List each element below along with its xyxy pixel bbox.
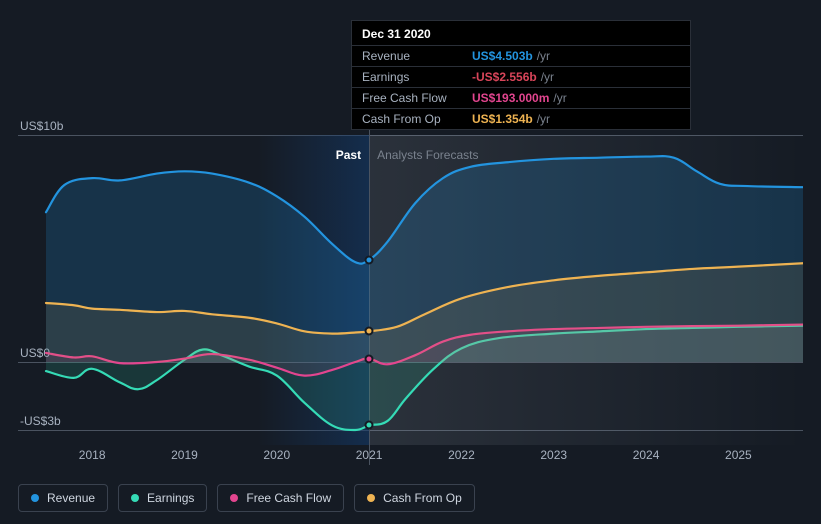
legend-item-free-cash-flow[interactable]: Free Cash Flow: [217, 484, 344, 512]
tooltip-row: Earnings-US$2.556b/yr: [352, 66, 690, 87]
hover-marker-earnings: [365, 421, 374, 430]
legend-dot-icon: [31, 494, 39, 502]
legend-dot-icon: [230, 494, 238, 502]
x-axis-label: 2023: [540, 448, 567, 462]
x-axis-label: 2019: [171, 448, 198, 462]
x-axis-label: 2024: [633, 448, 660, 462]
tooltip-row-label: Free Cash Flow: [362, 91, 472, 105]
tooltip-row-value: US$4.503b: [472, 49, 533, 63]
tooltip-row-unit: /yr: [537, 112, 550, 126]
financials-chart: US$10bUS$0-US$3b Past Analysts Forecasts…: [18, 0, 803, 470]
tooltip-row-unit: /yr: [541, 70, 554, 84]
hover-tooltip: Dec 31 2020 RevenueUS$4.503b/yrEarnings-…: [351, 20, 691, 130]
tooltip-row-value: US$193.000m: [472, 91, 549, 105]
tooltip-row: Cash From OpUS$1.354b/yr: [352, 108, 690, 129]
tooltip-row-value: US$1.354b: [472, 112, 533, 126]
legend-dot-icon: [131, 494, 139, 502]
tooltip-row-label: Cash From Op: [362, 112, 472, 126]
legend-item-earnings[interactable]: Earnings: [118, 484, 207, 512]
legend-item-revenue[interactable]: Revenue: [18, 484, 108, 512]
legend-item-label: Cash From Op: [383, 491, 462, 505]
hover-marker-cash-from-op: [365, 327, 374, 336]
hover-marker-revenue: [365, 255, 374, 264]
legend-item-label: Revenue: [47, 491, 95, 505]
x-axis: 2018 2019 2020 2021 2022 2023 2024 2025: [18, 448, 803, 466]
tooltip-row: RevenueUS$4.503b/yr: [352, 45, 690, 66]
legend-item-label: Free Cash Flow: [246, 491, 331, 505]
tooltip-row-unit: /yr: [553, 91, 566, 105]
hover-marker-free-cash-flow: [365, 354, 374, 363]
legend-dot-icon: [367, 494, 375, 502]
legend-item-label: Earnings: [147, 491, 194, 505]
x-axis-label: 2018: [79, 448, 106, 462]
tooltip-row-label: Revenue: [362, 49, 472, 63]
chart-legend: Revenue Earnings Free Cash Flow Cash From O…: [18, 484, 475, 512]
x-axis-label: 2020: [263, 448, 290, 462]
x-axis-label: 2021: [356, 448, 383, 462]
tooltip-row-label: Earnings: [362, 70, 472, 84]
tooltip-row: Free Cash FlowUS$193.000m/yr: [352, 87, 690, 108]
x-axis-label: 2025: [725, 448, 752, 462]
x-axis-label: 2022: [448, 448, 475, 462]
tooltip-row-value: -US$2.556b: [472, 70, 537, 84]
tooltip-row-unit: /yr: [537, 49, 550, 63]
tooltip-date: Dec 31 2020: [352, 21, 690, 45]
legend-item-cash-from-op[interactable]: Cash From Op: [354, 484, 475, 512]
